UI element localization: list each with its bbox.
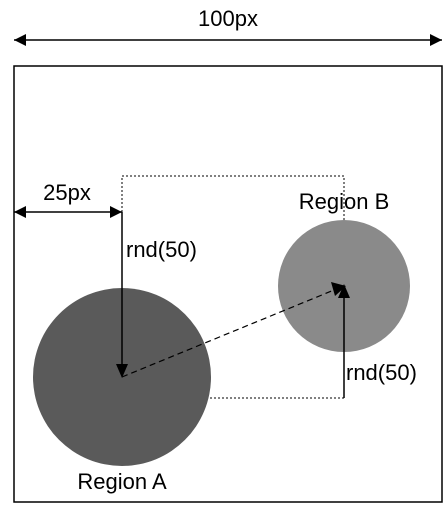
rnd-arrow-right: rnd(50) <box>338 284 417 398</box>
offset-arrow-left-icon <box>14 206 26 218</box>
rnd-right-arrowhead-icon <box>338 284 350 298</box>
width-label: 100px <box>198 6 258 31</box>
offset-dimension: 25px <box>14 180 122 218</box>
width-dimension: 100px <box>14 6 442 46</box>
rnd-left-arrowhead-icon <box>116 364 128 378</box>
connection-arrow <box>121 282 346 378</box>
connection-arrowhead-icon <box>331 282 346 296</box>
region-a-label: Region A <box>77 469 167 494</box>
outer-frame <box>13 65 443 503</box>
offset-arrow-right-icon <box>110 206 122 218</box>
width-arrow-left-icon <box>14 34 26 46</box>
connection-dashed-line <box>121 289 335 378</box>
rnd-left-label: rnd(50) <box>126 237 197 262</box>
rnd-right-label: rnd(50) <box>346 360 417 385</box>
width-arrow-right-icon <box>430 34 442 46</box>
offset-label: 25px <box>43 180 91 205</box>
rnd-arrow-left: rnd(50) <box>116 212 197 378</box>
region-b-label: Region B <box>299 189 390 214</box>
